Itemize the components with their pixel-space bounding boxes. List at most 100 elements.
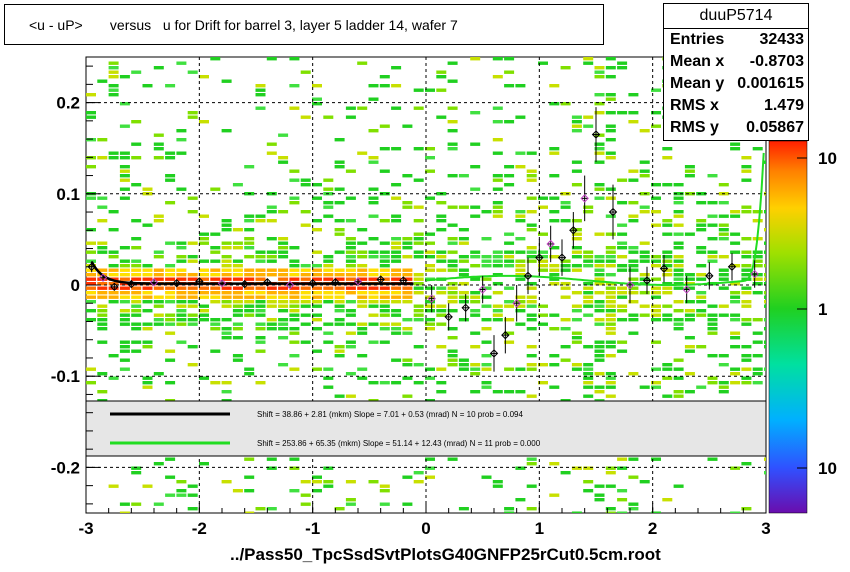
- heatmap-cell: [278, 277, 289, 281]
- heatmap-cell: [86, 138, 96, 142]
- profile-point: [512, 285, 521, 322]
- heatmap-cell: [571, 129, 582, 133]
- heatmap-cell: [583, 250, 594, 254]
- heatmap-cell: [289, 169, 300, 173]
- heatmap-cell: [718, 381, 729, 385]
- heatmap-cell: [515, 237, 526, 241]
- heatmap-cell: [752, 340, 763, 344]
- heatmap-cell: [108, 70, 119, 74]
- heatmap-cell: [345, 241, 356, 245]
- heatmap-cell: [210, 349, 221, 353]
- heatmap-cell: [504, 286, 515, 290]
- heatmap-cell: [131, 340, 142, 344]
- heatmap-cell: [312, 102, 322, 106]
- heatmap-cell: [696, 219, 707, 223]
- heatmap-cell: [605, 309, 616, 313]
- heatmap-cell: [357, 241, 368, 245]
- heatmap-cell: [515, 304, 526, 308]
- marker: [478, 285, 487, 294]
- heatmap-cell: [199, 75, 209, 79]
- heatmap-cell: [673, 277, 684, 281]
- heatmap-cell: [594, 498, 605, 502]
- heatmap-cell: [730, 381, 741, 385]
- heatmap-cell: [153, 502, 164, 506]
- heatmap-cell: [481, 210, 492, 214]
- heatmap-cell: [617, 255, 628, 259]
- heatmap-cell: [334, 349, 345, 353]
- heatmap-cell: [673, 390, 684, 394]
- heatmap-cell: [571, 291, 582, 295]
- heatmap-cell: [651, 111, 661, 115]
- heatmap-cell: [119, 178, 130, 182]
- heatmap-cell: [413, 232, 424, 236]
- heatmap-cell: [119, 196, 130, 200]
- marker: [195, 277, 204, 286]
- heatmap-cell: [515, 295, 526, 299]
- heatmap-cell: [741, 291, 752, 295]
- heatmap-cell: [402, 246, 413, 250]
- heatmap-cell: [571, 250, 582, 254]
- heatmap-cell: [119, 345, 130, 349]
- heatmap-cell: [571, 160, 582, 164]
- heatmap-cell: [266, 259, 277, 263]
- heatmap-cell: [651, 259, 661, 263]
- heatmap-cell: [504, 304, 515, 308]
- heatmap-cell: [492, 205, 503, 209]
- heatmap-cell: [402, 295, 413, 299]
- heatmap-cell: [436, 250, 447, 254]
- heatmap-cell: [741, 165, 752, 169]
- heatmap-cell: [741, 358, 752, 362]
- heatmap-cell: [617, 457, 628, 461]
- heatmap-cell: [334, 507, 345, 511]
- heatmap-cell: [176, 480, 187, 484]
- heatmap-cell: [187, 196, 198, 200]
- heatmap-cell: [571, 340, 582, 344]
- heatmap-cell: [345, 264, 356, 268]
- heatmap-cell: [425, 268, 435, 272]
- heatmap-cell: [651, 223, 661, 227]
- heatmap-cell: [470, 187, 481, 191]
- heatmap-cell: [458, 282, 469, 286]
- heatmap-cell: [605, 318, 616, 322]
- heatmap-cell: [402, 255, 413, 259]
- heatmap-cell: [86, 300, 96, 304]
- heatmap-cell: [605, 331, 616, 335]
- heatmap-cell: [368, 156, 379, 160]
- heatmap-cell: [628, 268, 639, 272]
- heatmap-cell: [470, 331, 481, 335]
- heatmap-cell: [651, 291, 661, 295]
- heatmap-cell: [357, 291, 368, 295]
- heatmap-cell: [323, 291, 334, 295]
- heatmap-cell: [526, 363, 537, 367]
- heatmap-cell: [628, 264, 639, 268]
- heatmap-cell: [447, 309, 458, 313]
- heatmap-cell: [176, 489, 187, 493]
- heatmap-cell: [210, 187, 221, 191]
- heatmap-cell: [605, 354, 616, 358]
- heatmap-cell: [323, 277, 334, 281]
- heatmap-cell: [594, 232, 605, 236]
- heatmap-cell: [684, 174, 695, 178]
- heatmap-cell: [334, 300, 345, 304]
- heatmap-cell: [278, 322, 289, 326]
- heatmap-cell: [741, 205, 752, 209]
- marker: [557, 253, 567, 262]
- heatmap-cell: [571, 255, 582, 259]
- heatmap-cell: [560, 205, 571, 209]
- heatmap-cell: [617, 511, 628, 513]
- heatmap-cell: [684, 273, 695, 277]
- heatmap-cell: [481, 354, 492, 358]
- heatmap-cell: [526, 210, 537, 214]
- profile-point: [376, 275, 385, 284]
- heatmap-cell: [278, 304, 289, 308]
- heatmap-cell: [526, 367, 537, 371]
- heatmap-cell: [425, 304, 435, 308]
- heatmap-cell: [142, 277, 153, 281]
- heatmap-cell: [323, 115, 334, 119]
- heatmap-cell: [628, 331, 639, 335]
- profile-point: [557, 239, 567, 276]
- heatmap-cell: [199, 291, 209, 295]
- heatmap-cell: [199, 286, 209, 290]
- heatmap-cell: [187, 300, 198, 304]
- heatmap-cell: [266, 295, 277, 299]
